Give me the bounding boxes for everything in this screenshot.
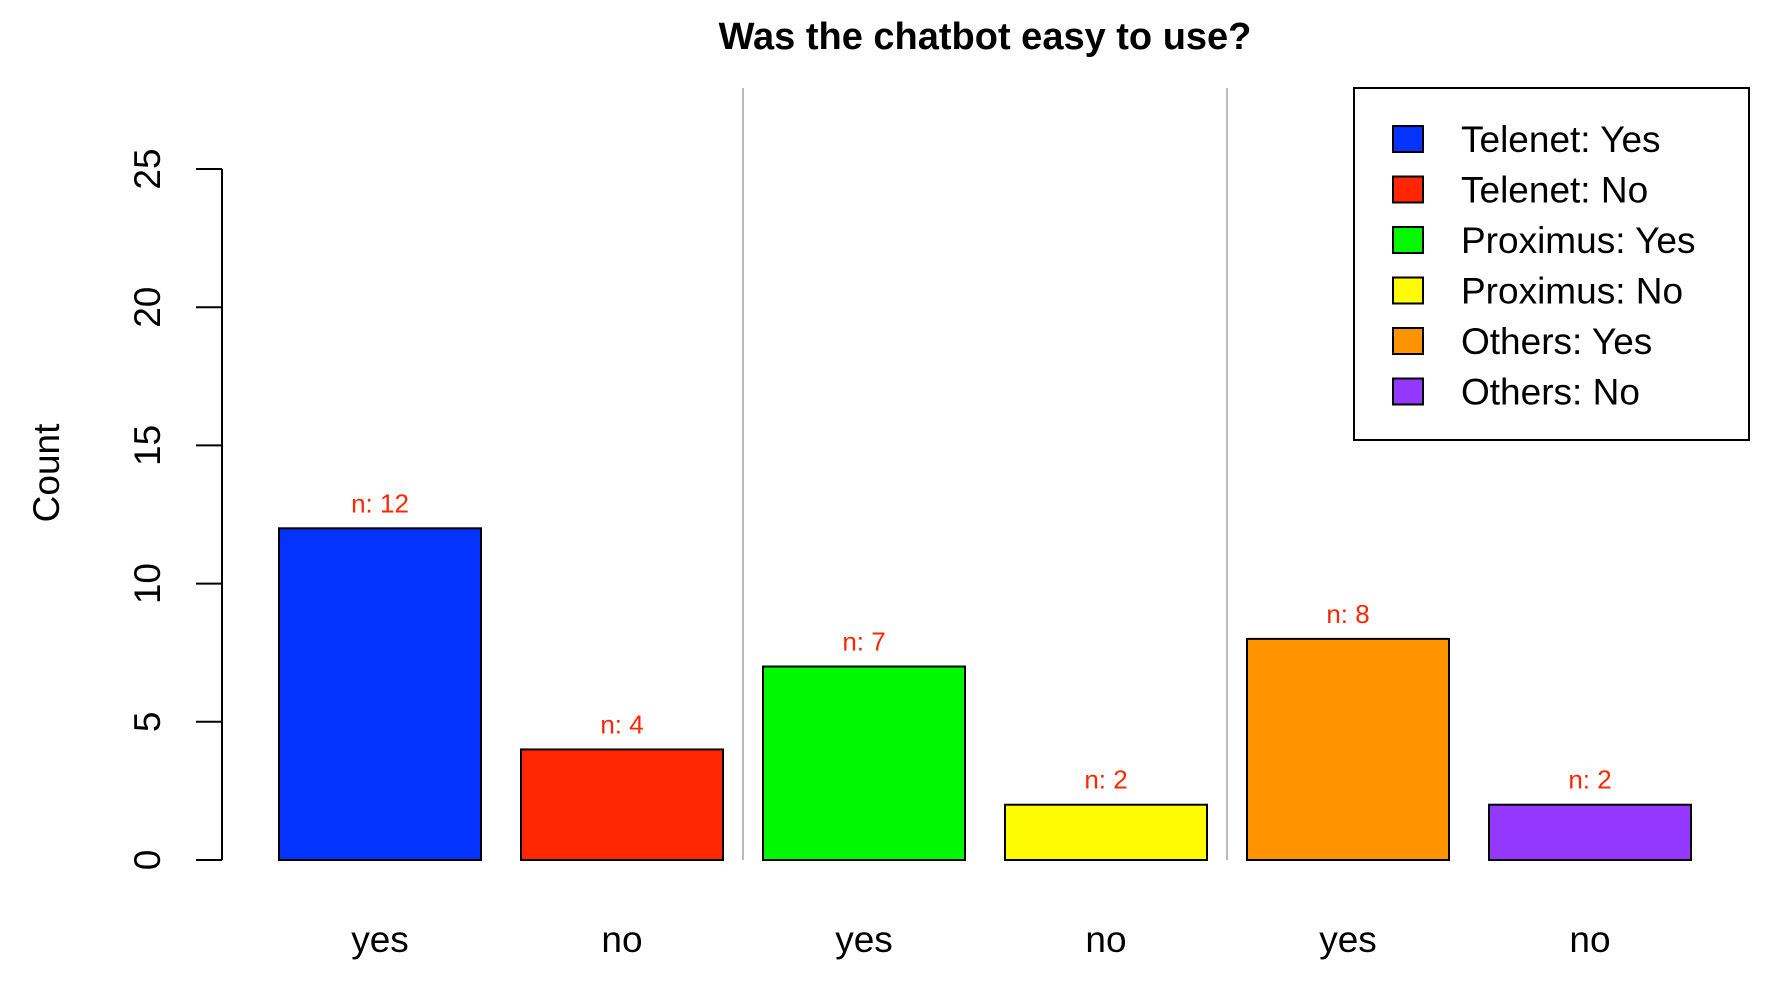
bar	[762, 665, 966, 862]
y-tick-label: 20	[127, 287, 168, 328]
x-axis-labels: yes no yes no yes no	[351, 919, 1610, 960]
legend-entry-label: Telenet: Yes	[1461, 119, 1661, 160]
bar	[520, 748, 724, 861]
legend-swatch	[1392, 125, 1424, 153]
legend-swatch	[1392, 327, 1424, 355]
x-tick-label: yes	[351, 919, 409, 960]
x-tick-label: yes	[1319, 919, 1377, 960]
bar-data-label: n: 12	[351, 488, 409, 518]
y-tick-label: 25	[127, 148, 168, 189]
bars	[278, 527, 1692, 862]
bar-data-label: n: 2	[1084, 765, 1127, 795]
legend: Telenet: Yes Telenet: No Proximus: Yes Prox…	[1353, 87, 1750, 441]
legend-swatch	[1392, 276, 1424, 305]
legend-entry-label: Telenet: No	[1461, 170, 1648, 211]
bar	[1246, 637, 1450, 861]
legend-swatch	[1392, 377, 1424, 406]
x-tick-label: yes	[835, 919, 893, 960]
bar-data-label: n: 8	[1326, 599, 1369, 629]
y-tick-label: 10	[127, 563, 168, 604]
data-labels: n: 12 n: 4 n: 7 n: 2 n: 8 n: 2	[351, 488, 1612, 794]
group-separators	[742, 88, 1228, 860]
x-tick-label: no	[601, 919, 642, 960]
legend-entry-label: Others: No	[1461, 372, 1640, 413]
bar-data-label: n: 4	[600, 709, 643, 739]
bar	[1488, 803, 1692, 861]
legend-entry-label: Proximus: No	[1461, 271, 1683, 312]
legend-entry-label: Proximus: Yes	[1461, 220, 1695, 261]
chart-title: Was the chatbot easy to use?	[719, 16, 1252, 58]
y-tick-label: 15	[127, 425, 168, 466]
y-tick-label: 5	[127, 712, 168, 733]
y-axis: 0 5 10 15 20 25	[127, 148, 223, 871]
bar-data-label: n: 2	[1568, 765, 1611, 795]
bar	[278, 527, 482, 861]
bar	[1004, 803, 1208, 861]
legend-swatch	[1392, 226, 1424, 254]
y-tick-label: 0	[127, 850, 168, 871]
x-tick-label: no	[1569, 919, 1610, 960]
legend-entry-label: Others: Yes	[1461, 321, 1652, 362]
bar-data-label: n: 7	[842, 627, 885, 657]
y-axis-label: Count	[26, 423, 67, 522]
legend-swatch	[1392, 175, 1424, 204]
x-tick-label: no	[1085, 919, 1126, 960]
